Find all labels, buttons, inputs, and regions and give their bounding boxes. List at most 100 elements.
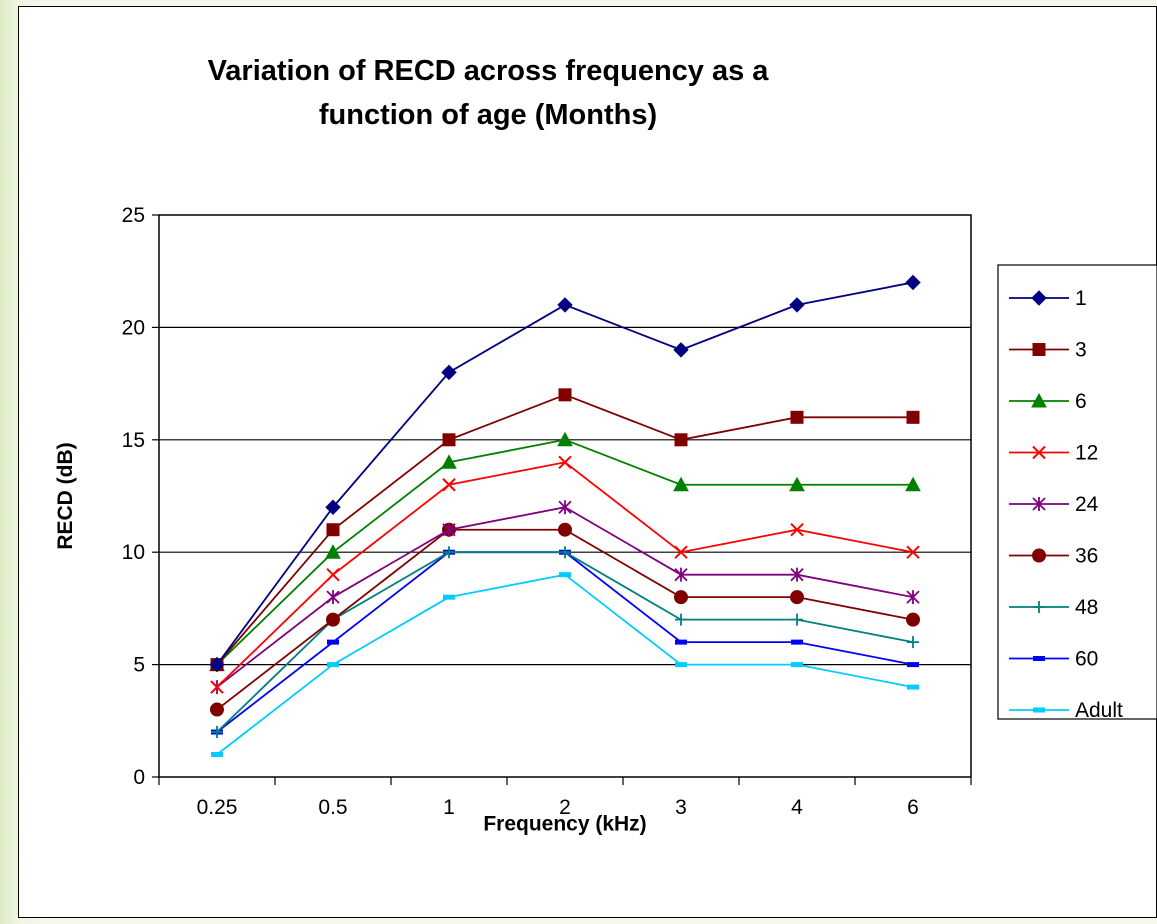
series-Adult bbox=[211, 572, 919, 758]
point-1-4 bbox=[789, 297, 805, 313]
point-48-1 bbox=[443, 546, 455, 559]
gridlines bbox=[159, 326, 971, 666]
point-6-1 bbox=[441, 454, 457, 469]
y-axis-title: RECD (dB) bbox=[54, 442, 77, 549]
point-1-0.25 bbox=[209, 656, 225, 673]
point-Adult-1 bbox=[443, 594, 455, 600]
series-24 bbox=[210, 500, 920, 695]
axis-ticks bbox=[152, 214, 972, 785]
point-60-0.5 bbox=[327, 639, 339, 645]
series-line-60 bbox=[216, 551, 914, 733]
legend-label-24: 24 bbox=[1075, 493, 1099, 516]
point-12-3 bbox=[674, 545, 688, 559]
point-Adult-2 bbox=[559, 572, 571, 578]
x-axis-title: Frequency (kHz) bbox=[483, 813, 646, 836]
point-12-1 bbox=[442, 478, 456, 492]
data-series bbox=[209, 274, 921, 758]
legend-label-6: 6 bbox=[1075, 390, 1087, 413]
legend-entry-36: 36 bbox=[1009, 545, 1098, 568]
x-tick-label-5: 4 bbox=[791, 796, 803, 819]
x-tick-label-0: 0.25 bbox=[197, 796, 238, 819]
point-36-6 bbox=[906, 612, 920, 627]
legend-marker-Adult bbox=[1033, 707, 1045, 713]
point-6-6 bbox=[905, 476, 921, 492]
point-60-6 bbox=[907, 662, 919, 668]
legend-entry-60: 60 bbox=[1009, 648, 1098, 671]
point-Adult-4 bbox=[791, 662, 803, 668]
point-3-1 bbox=[442, 433, 456, 447]
legend-entry-12: 12 bbox=[1009, 442, 1098, 465]
y-tick-label-0: 0 bbox=[133, 766, 145, 789]
legend-entry-48: 48 bbox=[1009, 596, 1098, 619]
point-6-2 bbox=[557, 431, 573, 447]
legend-label-1: 1 bbox=[1075, 287, 1087, 310]
point-3-4 bbox=[790, 410, 804, 424]
legend-marker-1 bbox=[1031, 290, 1047, 306]
point-60-3 bbox=[675, 639, 687, 645]
point-36-2 bbox=[558, 522, 572, 537]
point-60-4 bbox=[791, 639, 803, 645]
point-24-2 bbox=[558, 500, 572, 515]
chart-title-line-2: function of age (Months) bbox=[319, 99, 657, 131]
x-tick-label-1: 0.5 bbox=[318, 796, 347, 819]
point-3-3 bbox=[674, 433, 688, 447]
legend-label-12: 12 bbox=[1075, 442, 1098, 465]
y-tick-label-3: 15 bbox=[122, 429, 145, 452]
point-1-6 bbox=[905, 274, 921, 291]
legend-marker-3 bbox=[1032, 343, 1046, 356]
chart-frame: Variation of RECD across frequency as a … bbox=[18, 6, 1157, 918]
legend-entry-6: 6 bbox=[1009, 390, 1087, 413]
point-12-6 bbox=[906, 545, 920, 559]
point-24-0.5 bbox=[326, 590, 340, 605]
point-36-4 bbox=[790, 590, 804, 605]
point-24-6 bbox=[906, 590, 920, 605]
y-tick-label-1: 5 bbox=[133, 654, 145, 677]
legend-marker-12 bbox=[1032, 445, 1046, 460]
legend-label-36: 36 bbox=[1075, 545, 1098, 568]
y-tick-label-2: 10 bbox=[122, 541, 145, 564]
point-48-2 bbox=[559, 546, 571, 559]
legend-entry-Adult: Adult bbox=[1009, 699, 1123, 722]
point-1-3 bbox=[673, 342, 689, 358]
legend-label-60: 60 bbox=[1075, 648, 1098, 671]
y-tick-label-5: 25 bbox=[122, 204, 145, 227]
y-tick-label-4: 20 bbox=[122, 316, 145, 339]
point-36-0.5 bbox=[326, 612, 340, 627]
legend-marker-36 bbox=[1032, 548, 1046, 563]
point-6-4 bbox=[789, 476, 805, 492]
legend-marker-60 bbox=[1033, 656, 1045, 661]
point-48-0.25 bbox=[211, 726, 223, 739]
legend-box bbox=[997, 264, 1157, 720]
point-24-1 bbox=[442, 522, 456, 537]
point-12-2 bbox=[558, 455, 572, 469]
point-36-3 bbox=[674, 590, 688, 605]
point-1-2 bbox=[557, 297, 573, 313]
series-12 bbox=[210, 455, 920, 694]
series-1 bbox=[209, 274, 921, 673]
legend-label-Adult: Adult bbox=[1075, 699, 1123, 722]
legend-entry-24: 24 bbox=[1009, 493, 1099, 516]
legend-marker-24 bbox=[1032, 497, 1046, 511]
point-Adult-3 bbox=[675, 662, 687, 668]
point-Adult-0.25 bbox=[211, 752, 223, 758]
point-3-6 bbox=[906, 410, 920, 424]
point-12-4 bbox=[790, 523, 804, 537]
point-3-2 bbox=[558, 388, 572, 402]
point-48-3 bbox=[675, 613, 687, 626]
line-chart: Variation of RECD across frequency as a … bbox=[54, 55, 1157, 836]
legend-marker-6 bbox=[1031, 392, 1047, 408]
point-48-6 bbox=[907, 636, 919, 649]
series-line-48 bbox=[216, 551, 914, 733]
x-tick-label-2: 1 bbox=[443, 796, 455, 819]
point-12-0.25 bbox=[210, 680, 224, 694]
series-36 bbox=[210, 522, 920, 717]
point-Adult-6 bbox=[907, 684, 919, 690]
x-tick-label-6: 6 bbox=[907, 796, 919, 819]
legend-label-3: 3 bbox=[1075, 339, 1087, 362]
point-12-0.5 bbox=[326, 567, 340, 582]
x-tick-label-4: 3 bbox=[675, 796, 687, 819]
legend-entry-3: 3 bbox=[1009, 339, 1087, 362]
chart-title-line-1: Variation of RECD across frequency as a bbox=[208, 55, 770, 87]
legend-marker-48 bbox=[1033, 601, 1045, 613]
